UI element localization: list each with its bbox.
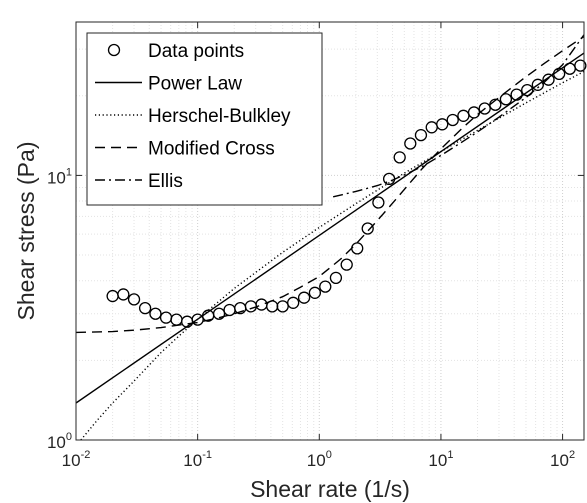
tick-label-exponent: 2	[569, 449, 575, 461]
tick-label-base: 10	[307, 451, 326, 470]
data-point-marker	[212, 307, 226, 320]
data-point-marker	[329, 271, 343, 285]
plot-frame	[75, 21, 585, 441]
tick-label-base: 10	[62, 451, 81, 470]
legend-label-herschel-bulkley: Herschel-Bulkley	[148, 106, 291, 127]
legend-marker-data-points	[107, 43, 121, 57]
data-point-marker	[340, 258, 353, 271]
data-point-marker	[319, 280, 332, 293]
plot-series	[76, 34, 587, 440]
data-point-marker	[489, 98, 502, 111]
legend-label-power-law: Power Law	[148, 74, 242, 95]
data-point-marker	[138, 302, 152, 315]
ellis-line	[332, 34, 584, 198]
tick-label-base: 10	[428, 451, 447, 470]
data-point-marker	[308, 286, 322, 299]
data-point-marker	[117, 288, 130, 301]
tick-label-exponent: 1	[66, 166, 72, 178]
data-point-marker	[127, 293, 141, 306]
tick-label-exponent: 1	[447, 449, 453, 461]
legend-box	[86, 32, 323, 206]
data-point-marker	[414, 128, 428, 142]
y-axis-label: Shear stress (Pa)	[13, 142, 39, 321]
x-tick-label: 10-1	[183, 449, 212, 470]
x-tick-label: 100	[307, 449, 332, 470]
tick-label-base: 10	[47, 433, 66, 452]
data-point-marker	[436, 118, 449, 131]
x-tick-label: 10-2	[62, 449, 91, 470]
axis-ticks	[75, 22, 584, 441]
y-tick-label: 100	[47, 431, 72, 452]
legend-label-modified-cross: Modified Cross	[148, 139, 275, 160]
herschel-bulkley-line	[79, 70, 584, 440]
data-point-marker	[361, 222, 374, 235]
data-point-marker	[542, 73, 555, 86]
data-point-marker	[404, 137, 417, 150]
data-point-marker	[297, 291, 311, 304]
tick-label-base: 10	[47, 168, 66, 187]
data-point-marker	[149, 307, 162, 320]
legend-label-data-points: Data points	[148, 41, 244, 62]
legend-label-ellis: Ellis	[148, 171, 183, 192]
data-point-marker	[446, 113, 459, 127]
tick-label-base: 10	[183, 451, 202, 470]
data-point-marker	[372, 196, 385, 209]
x-axis-label: Shear rate (1/s)	[250, 476, 410, 502]
data-point-marker	[393, 151, 406, 164]
data-point-marker	[287, 296, 300, 309]
tick-label-base: 10	[550, 451, 569, 470]
data-point-marker	[191, 313, 204, 326]
tick-label-exponent: -2	[81, 449, 91, 461]
x-tick-label: 101	[428, 449, 453, 470]
legend: Data points Power Law Herschel-Bulkley Modi…	[86, 32, 323, 206]
tick-label-exponent: 0	[326, 449, 332, 461]
x-tick-label: 102	[550, 449, 575, 470]
y-tick-label: 101	[47, 166, 72, 187]
modified-cross-line	[76, 35, 584, 334]
tick-label-exponent: 0	[66, 431, 72, 443]
data-point-marker	[499, 93, 513, 106]
power-law-line	[76, 52, 584, 404]
data-point-marker	[531, 78, 544, 91]
data-point-marker	[478, 102, 491, 115]
data-point-marker	[574, 59, 587, 72]
tick-label-exponent: -1	[202, 449, 212, 461]
